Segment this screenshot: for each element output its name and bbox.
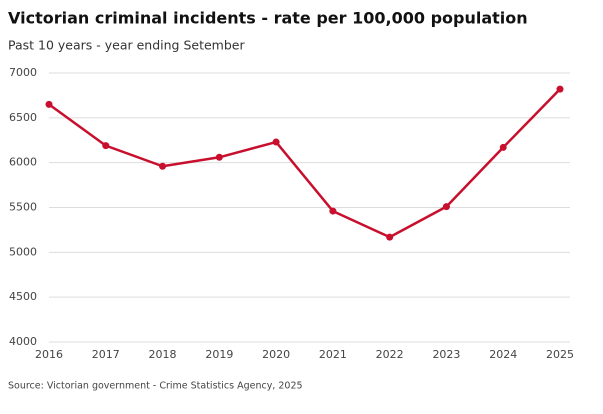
y-tick-label: 5000 (9, 245, 37, 258)
x-tick-label: 2022 (376, 348, 404, 361)
y-tick-label: 7000 (9, 66, 37, 79)
x-tick-label: 2020 (262, 348, 290, 361)
chart-title: Victorian criminal incidents - rate per … (8, 9, 528, 28)
y-tick-label: 4000 (9, 335, 37, 348)
source-note: Source: Victorian government - Crime Sta… (8, 381, 303, 392)
data-point (386, 233, 394, 241)
x-tick-label: 2023 (432, 348, 460, 361)
y-tick-label: 4500 (9, 290, 37, 303)
data-point (272, 138, 280, 146)
x-tick-label: 2016 (35, 348, 63, 361)
x-tick-label: 2025 (546, 348, 574, 361)
x-tick-label: 2019 (205, 348, 233, 361)
x-tick-label: 2021 (319, 348, 347, 361)
data-point (159, 162, 167, 170)
x-tick-label: 2024 (489, 348, 517, 361)
y-tick-label: 6000 (9, 156, 37, 169)
data-line (48, 88, 561, 239)
data-point (102, 142, 110, 150)
x-tick-label: 2018 (149, 348, 177, 361)
chart-subtitle: Past 10 years - year ending Setember (8, 38, 245, 53)
data-point (45, 100, 53, 108)
x-tick-label: 2017 (92, 348, 120, 361)
data-point (442, 203, 450, 211)
data-point (215, 153, 223, 161)
y-tick-label: 5500 (9, 201, 37, 214)
data-point (499, 143, 507, 151)
data-point (329, 207, 337, 215)
data-point (556, 85, 564, 93)
y-tick-label: 6500 (9, 111, 37, 124)
